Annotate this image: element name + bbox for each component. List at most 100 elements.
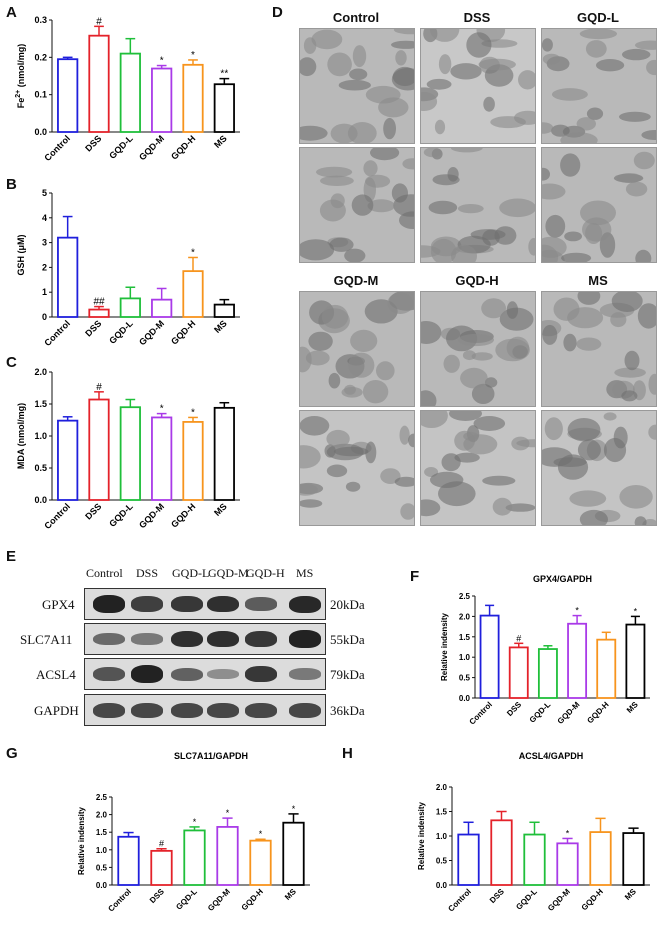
bar-gqd-l [537,648,558,699]
y-tick-label: 1.5 [459,633,471,642]
y-tick-label: 0.5 [34,463,47,473]
em-organelle [518,70,535,90]
em-organelle [471,383,495,404]
y-tick-label: 1.5 [436,808,448,817]
wb-band [289,595,321,613]
em-organelle [447,167,459,182]
bar-gqd-m [151,416,173,501]
wb-lane-label-control: Control [86,566,123,580]
em-organelle [300,346,312,373]
x-tick-label: GQD-M [137,501,166,530]
bar-control [57,236,79,318]
bar-ms [622,832,645,886]
em-organelle [569,490,607,507]
em-organelle [545,214,566,238]
em-organelle [421,499,441,517]
em-overview-control [299,28,415,144]
y-tick-label: 0.5 [436,857,448,866]
y-tick-label: 2.0 [436,783,448,792]
em-organelle [349,68,368,81]
em-organelle [633,151,655,170]
em-organelle [635,249,652,262]
bar-gqd-h [249,839,272,886]
em-organelle [613,426,628,449]
y-axis-label: Relative indensity [77,806,86,875]
em-organelle [443,354,460,373]
em-organelle [329,237,354,252]
em-organelle [451,148,483,153]
wb-protein-gapdh: GAPDH [34,703,79,718]
em-texture [300,416,414,520]
bar-gqd-h [589,831,612,886]
em-organelle [544,417,563,441]
y-tick-label: 1.0 [459,653,471,662]
y-tick-label: 0.3 [34,15,47,25]
significance-marker: # [516,633,521,643]
em-organelle [321,304,349,329]
em-organelle [351,194,374,216]
em-organelle [611,292,643,312]
significance-marker: * [575,606,579,616]
em-organelle [471,352,493,361]
em-organelle [483,96,495,112]
significance-marker: ** [220,69,228,80]
wb-band [93,632,125,646]
x-tick-label: GQD-L [107,318,135,346]
em-organelle [619,111,651,122]
bar-control [57,58,79,133]
y-tick-label: 1.0 [96,846,108,855]
em-label-control: Control [332,10,380,25]
x-tick-label: GQD-H [169,133,197,161]
significance-marker: * [191,247,195,258]
wb-band [171,596,203,612]
em-texture [421,148,535,262]
x-tick-label: DSS [505,700,523,718]
em-organelle [499,307,534,331]
em-organelle [326,429,350,448]
wb-band [289,630,321,648]
y-tick-label: 2.5 [96,793,108,802]
wb-lane-label-gqd-h: GQD-H [246,566,285,580]
em-organelle [482,229,500,246]
em-texture [421,29,535,135]
em-organelle [300,483,318,496]
x-tick-label: GQD-M [206,887,232,913]
em-organelle [563,333,577,352]
em-organelle [542,183,566,200]
wb-band [131,633,163,645]
em-organelle [441,453,461,472]
em-organelle [567,418,601,442]
bar-gqd-m [567,622,588,699]
y-tick-label: 0.5 [459,674,471,683]
em-organelle [378,97,409,118]
wb-strip-acsl4 [84,658,326,690]
wb-band [207,595,239,613]
bar-control [57,419,79,501]
em-organelle [577,439,601,461]
panel-letter-a: A [6,4,17,21]
em-detail-gqd-h [420,410,536,526]
em-organelle [362,380,389,404]
bar-gqd-h [182,421,204,501]
y-tick-label: 1.0 [34,431,47,441]
y-tick-label: 0 [42,312,47,322]
em-organelle [499,198,535,218]
x-tick-label: GQD-H [240,887,265,912]
em-overview-gqd-l [541,28,657,144]
em-organelle [370,148,400,161]
significance-marker: * [566,828,570,838]
em-organelle [564,231,582,242]
em-organelle [449,411,482,421]
em-detail-gqd-m [299,410,415,526]
wb-band [245,631,277,647]
x-tick-label: Control [42,501,72,531]
em-organelle [457,204,484,214]
x-tick-label: DSS [148,887,166,905]
chart-title: SLC7A11/GAPDH [174,751,248,761]
em-organelle [576,117,596,131]
y-axis-label: GSH (μM) [16,234,26,275]
em-organelle [542,167,550,181]
panel-letter-f: F [410,568,420,585]
x-tick-label: DSS [83,501,103,521]
y-tick-label: 3 [42,238,47,248]
